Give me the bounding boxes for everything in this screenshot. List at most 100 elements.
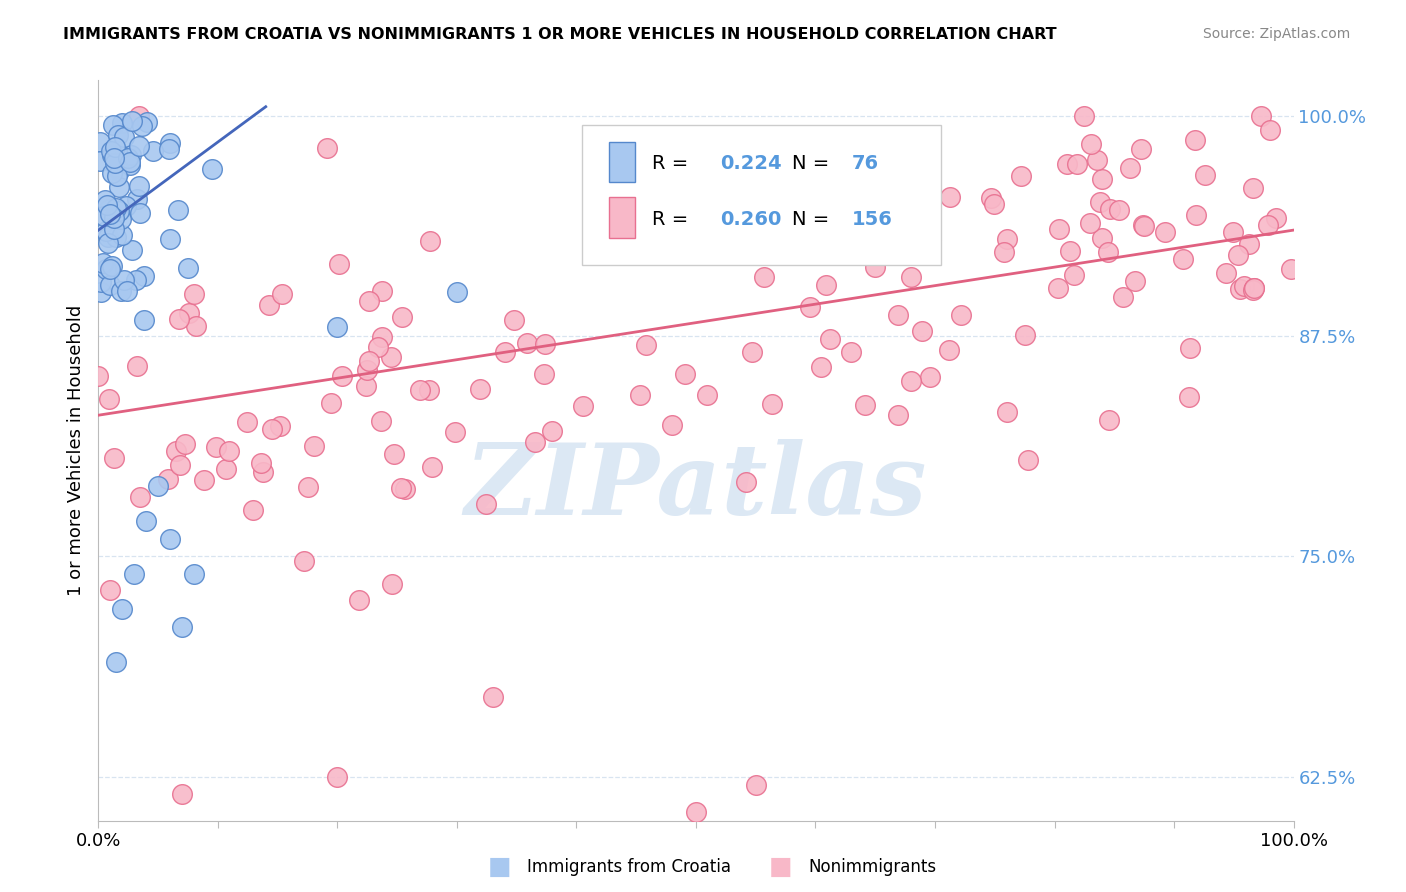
Point <box>1130 143 1153 157</box>
Point <box>391 310 413 325</box>
Point <box>734 475 756 489</box>
Point <box>918 370 941 384</box>
Point <box>174 437 197 451</box>
Point <box>1017 453 1039 467</box>
Point <box>628 233 651 247</box>
Point <box>1243 280 1265 294</box>
Text: N =: N = <box>792 210 835 229</box>
FancyBboxPatch shape <box>582 125 941 266</box>
Point <box>103 222 125 236</box>
Point <box>132 268 155 283</box>
Point <box>165 444 187 458</box>
Point <box>159 136 181 151</box>
Point <box>761 397 783 411</box>
Point <box>117 151 139 165</box>
Point <box>98 207 121 221</box>
Point <box>215 462 238 476</box>
Text: ZIPatlas: ZIPatlas <box>465 439 927 536</box>
Point <box>810 360 832 375</box>
Point <box>1108 202 1130 217</box>
Point <box>1091 172 1114 186</box>
Point <box>111 602 134 616</box>
Point <box>1088 194 1111 209</box>
Point <box>98 262 121 277</box>
Point <box>900 270 922 285</box>
Point <box>201 162 224 177</box>
Point <box>104 160 127 174</box>
Point <box>142 144 165 158</box>
Point <box>610 221 633 235</box>
Point <box>1264 211 1286 225</box>
Point <box>1063 268 1085 283</box>
Point <box>1184 133 1206 147</box>
Point <box>115 284 138 298</box>
Point <box>108 164 131 178</box>
Point <box>125 272 148 286</box>
Point <box>446 285 468 299</box>
Point <box>419 234 441 248</box>
Point <box>683 243 706 257</box>
Point <box>270 287 292 301</box>
Point <box>1112 290 1135 304</box>
Point <box>370 414 392 428</box>
Point <box>105 201 128 215</box>
Point <box>482 690 505 705</box>
Point <box>1229 282 1251 296</box>
Point <box>818 332 841 346</box>
Point <box>1080 137 1102 152</box>
Point <box>1279 262 1302 277</box>
Point <box>494 344 516 359</box>
Point <box>292 554 315 568</box>
Point <box>356 362 378 376</box>
Point <box>380 350 402 364</box>
Point <box>371 330 394 344</box>
Point <box>1194 168 1216 182</box>
Point <box>125 359 148 373</box>
Point <box>815 277 838 292</box>
Point <box>752 270 775 285</box>
Point <box>252 465 274 479</box>
Point <box>1085 153 1108 167</box>
Point <box>101 166 124 180</box>
Point <box>1118 161 1140 175</box>
Point <box>105 655 128 669</box>
Point <box>96 224 118 238</box>
Point <box>887 408 910 422</box>
Point <box>128 109 150 123</box>
Point <box>1171 252 1194 267</box>
Point <box>159 232 181 246</box>
Point <box>107 128 129 143</box>
Text: R =: R = <box>652 154 695 173</box>
Point <box>330 368 353 383</box>
Point <box>741 344 763 359</box>
Point <box>995 404 1018 418</box>
Point <box>1239 236 1261 251</box>
Point <box>93 210 115 224</box>
Point <box>799 301 821 315</box>
Point <box>148 479 170 493</box>
Point <box>167 312 190 326</box>
Point <box>236 415 259 429</box>
Point <box>90 276 112 290</box>
Point <box>110 284 132 298</box>
Point <box>205 440 228 454</box>
Point <box>103 211 125 225</box>
Point <box>382 447 405 461</box>
Point <box>104 156 127 170</box>
Point <box>1132 218 1154 232</box>
Point <box>872 248 894 262</box>
Point <box>172 620 194 634</box>
Point <box>105 145 128 159</box>
Point <box>983 197 1005 211</box>
Point <box>1258 122 1281 136</box>
FancyBboxPatch shape <box>609 142 636 183</box>
Point <box>468 382 491 396</box>
Point <box>389 481 412 495</box>
Point <box>1098 413 1121 427</box>
Point <box>135 514 157 528</box>
Point <box>1073 109 1095 123</box>
Point <box>326 770 349 784</box>
Point <box>105 230 128 244</box>
Point <box>112 273 135 287</box>
Point <box>995 232 1018 246</box>
